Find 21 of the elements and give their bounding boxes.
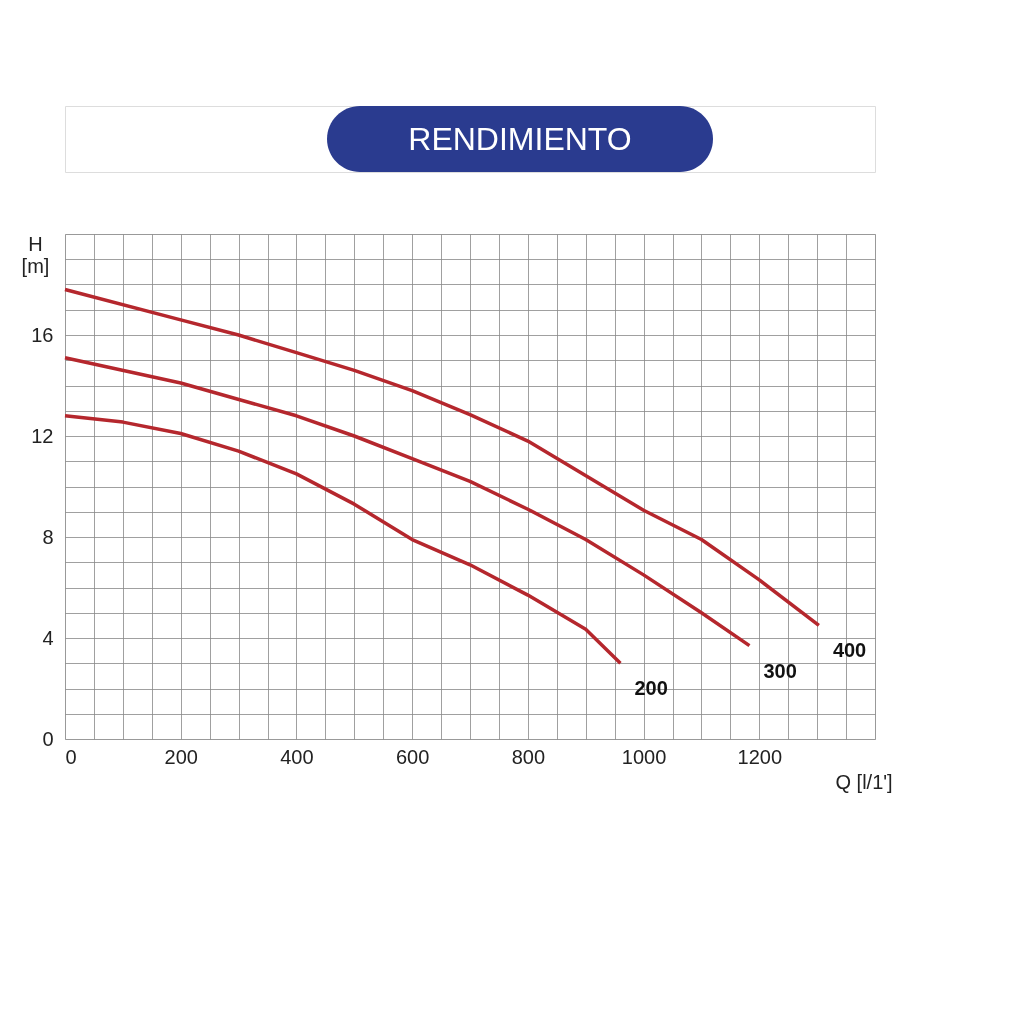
chart-title: RENDIMIENTO <box>408 121 632 157</box>
x-tick-label: 600 <box>395 745 430 768</box>
x-tick-label: 0 <box>65 745 77 768</box>
y-tick-label: 8 <box>42 525 54 548</box>
y-tick-label: 12 <box>31 424 54 447</box>
x-tick-label: 400 <box>280 745 314 768</box>
x-tick-label: 1200 <box>737 745 783 768</box>
y-axis-title: H [m] <box>21 232 50 277</box>
x-tick-label: 800 <box>511 745 546 768</box>
series-label: 300 <box>763 659 797 682</box>
series-label: 200 <box>634 677 668 700</box>
y-tick-label: 4 <box>42 626 54 649</box>
x-axis-title: Q [l/1'] <box>835 770 893 793</box>
line-series <box>63 414 623 665</box>
line-series <box>63 287 821 628</box>
y-tick-label: 16 <box>31 323 54 346</box>
x-tick-label: 200 <box>164 745 198 768</box>
y-tick-label: 0 <box>42 727 54 750</box>
x-tick-label: 1000 <box>621 745 667 768</box>
series-label: 400 <box>832 639 867 662</box>
line-series <box>63 355 752 648</box>
